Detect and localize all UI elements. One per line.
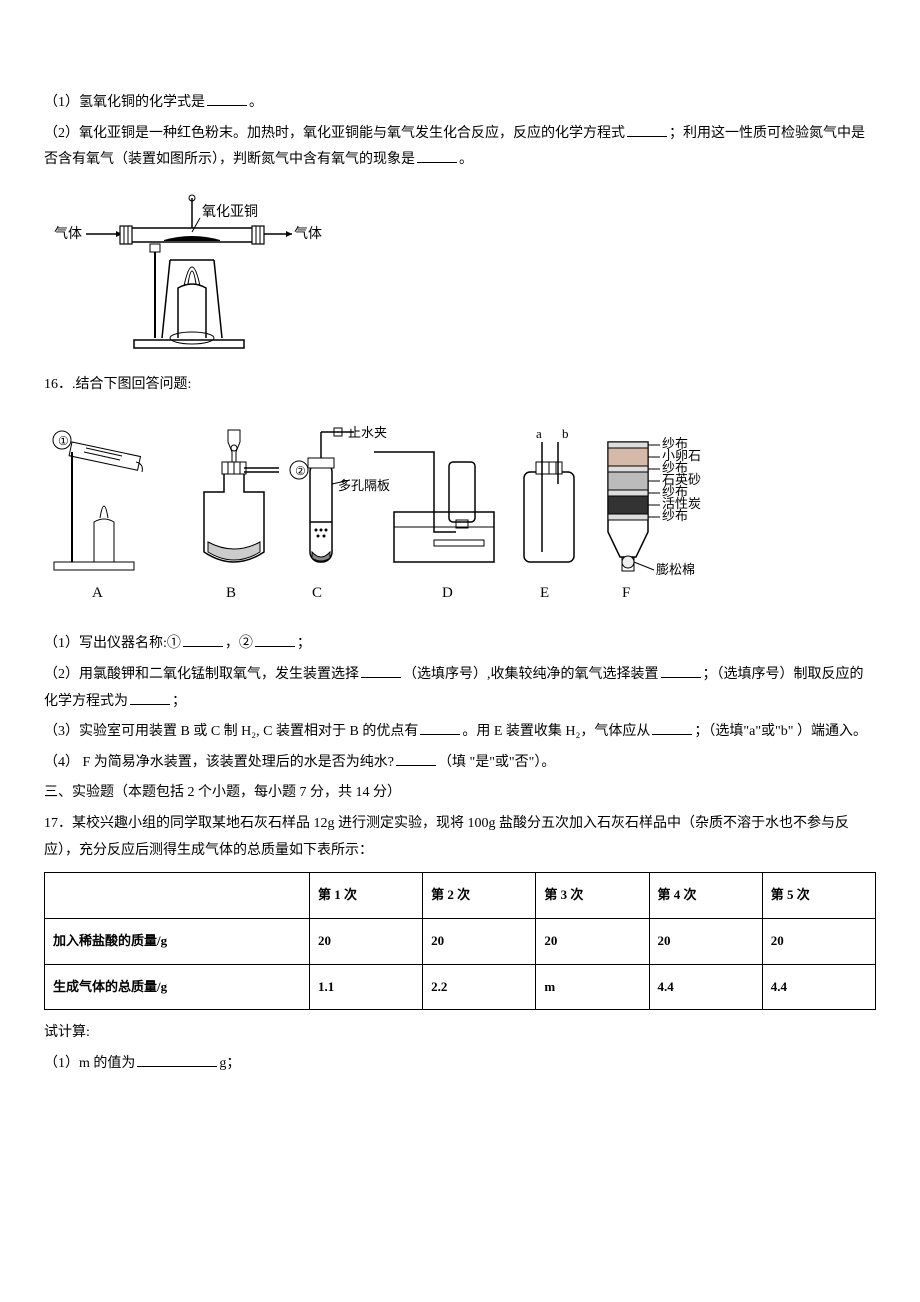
apparatus-d [374, 452, 494, 562]
svg-text:b: b [562, 426, 569, 441]
table-cell: 20 [762, 918, 875, 964]
q16-p1: （1）写出仪器名称:① ，② ； [44, 631, 876, 658]
q16-p2: （2）用氯酸钾和二氧化锰制取氧气，发生装置选择 （选填序号）,收集较纯净的氧气选择… [44, 662, 876, 715]
q16-p3: （3）实验室可用装置 B 或 C 制 H₂, C 装置相对于 B 的优点有 。用 … [44, 719, 876, 746]
q16-p4b: （填 "是"或"否"）。 [438, 755, 555, 770]
table-cell: 生成气体的总质量/g [45, 964, 310, 1010]
blank [652, 721, 692, 735]
svg-text:膨松棉: 膨松棉 [656, 562, 695, 577]
q16-p2d: ； [172, 694, 186, 709]
q16-p1c: ； [297, 636, 311, 651]
q17-p1a: （1）m 的值为 [44, 1056, 135, 1071]
table-header: 第 1 次 [309, 873, 422, 919]
label-c: C [312, 585, 322, 601]
label-e: E [540, 585, 549, 601]
q15-p1: （1）氢氧化铜的化学式是 。 [44, 90, 876, 117]
table-header: 第 2 次 [423, 873, 536, 919]
blank [661, 664, 701, 678]
q16-figure: ① A [44, 412, 876, 617]
label-b: B [226, 585, 236, 601]
q15-p2a: （2）氧化亚铜是一种红色粉末。加热时，氧化亚铜能与氧气发生化合反应，反应的化学方… [44, 126, 625, 141]
table-cell: 4.4 [762, 964, 875, 1010]
blank [130, 691, 170, 705]
table-cell: 20 [423, 918, 536, 964]
table-header: 第 3 次 [536, 873, 649, 919]
blank [420, 721, 460, 735]
table-header-row: 第 1 次 第 2 次 第 3 次 第 4 次 第 5 次 [45, 873, 876, 919]
apparatus-b [204, 430, 279, 562]
table-row: 生成气体的总质量/g 1.1 2.2 m 4.4 4.4 [45, 964, 876, 1010]
svg-text:②: ② [295, 464, 306, 478]
q16-p2b: （选填序号）,收集较纯净的氧气选择装置 [403, 667, 659, 682]
q16-p1a: （1）写出仪器名称:① [44, 636, 181, 651]
svg-text:纱布: 纱布 [662, 508, 688, 523]
q16-p3c: ；（选填"a"或"b" ）端通入。 [694, 724, 867, 739]
q16-p4a: （4） F 为简易净水装置，该装置处理后的水是否为纯水? [44, 755, 394, 770]
table-cell: 20 [309, 918, 422, 964]
blank [627, 123, 667, 137]
table-cell: 2.2 [423, 964, 536, 1010]
blank [207, 92, 247, 106]
q17-calc-label: 试计算: [44, 1020, 876, 1047]
section3-title: 三、实验题（本题包括 2 个小题，每小题 7 分，共 14 分） [44, 780, 876, 807]
blank [137, 1053, 217, 1067]
q16-p1b: ，② [225, 636, 253, 651]
table-cell: 加入稀盐酸的质量/g [45, 918, 310, 964]
label-a: A [92, 585, 103, 601]
q17-p1: （1）m 的值为 g； [44, 1051, 876, 1078]
label-f: F [622, 585, 630, 601]
table-cell: 1.1 [309, 964, 422, 1010]
svg-text:多孔隔板: 多孔隔板 [338, 478, 390, 493]
fig-label-center: 氧化亚铜 [202, 204, 258, 220]
svg-text:a: a [536, 426, 542, 441]
fig-label-left: 气体 [54, 226, 82, 242]
blank [417, 149, 457, 163]
q17-p1b: g； [219, 1056, 240, 1071]
table-row: 加入稀盐酸的质量/g 20 20 20 20 20 [45, 918, 876, 964]
q15-figure: 气体 气体 氧化亚铜 [44, 188, 876, 358]
blank [361, 664, 401, 678]
table-header: 第 4 次 [649, 873, 762, 919]
q15-p2: （2）氧化亚铜是一种红色粉末。加热时，氧化亚铜能与氧气发生化合反应，反应的化学方… [44, 121, 876, 174]
q16-p3b: 。用 E 装置收集 H₂，气体应从 [462, 724, 650, 739]
blank [183, 633, 223, 647]
blank [396, 752, 436, 766]
q15-p2-end: 。 [459, 152, 473, 167]
label-d: D [442, 585, 453, 601]
blank [255, 633, 295, 647]
table-cell: 20 [536, 918, 649, 964]
apparatus-f: 纱布 小卵石 纱布 石英砂 纱布 活性炭 纱布 膨松棉 [608, 436, 701, 577]
q16-title: 16．.结合下图回答问题: [44, 372, 876, 399]
table-cell: 20 [649, 918, 762, 964]
table-header [45, 873, 310, 919]
table-cell: 4.4 [649, 964, 762, 1010]
q16-p3a: （3）实验室可用装置 B 或 C 制 H₂, C 装置相对于 B 的优点有 [44, 724, 418, 739]
apparatus-a: ① [53, 431, 142, 570]
q17-intro: 17．某校兴趣小组的同学取某地石灰石样品 12g 进行测定实验，现将 100g … [44, 811, 876, 864]
q17-table: 第 1 次 第 2 次 第 3 次 第 4 次 第 5 次 加入稀盐酸的质量/g… [44, 872, 876, 1010]
table-cell: m [536, 964, 649, 1010]
q16-p4: （4） F 为简易净水装置，该装置处理后的水是否为纯水? （填 "是"或"否"）。 [44, 750, 876, 777]
q15-p1-text: （1）氢氧化铜的化学式是 [44, 95, 205, 110]
fig-label-right: 气体 [294, 226, 322, 242]
svg-text:止水夹: 止水夹 [348, 425, 387, 440]
apparatus-e: a b [524, 426, 574, 562]
apparatus-c: ② 止水夹 多孔隔板 [290, 425, 390, 562]
table-header: 第 5 次 [762, 873, 875, 919]
q15-p1-end: 。 [249, 95, 263, 110]
svg-text:①: ① [58, 434, 69, 448]
q16-p2a: （2）用氯酸钾和二氧化锰制取氧气，发生装置选择 [44, 667, 359, 682]
